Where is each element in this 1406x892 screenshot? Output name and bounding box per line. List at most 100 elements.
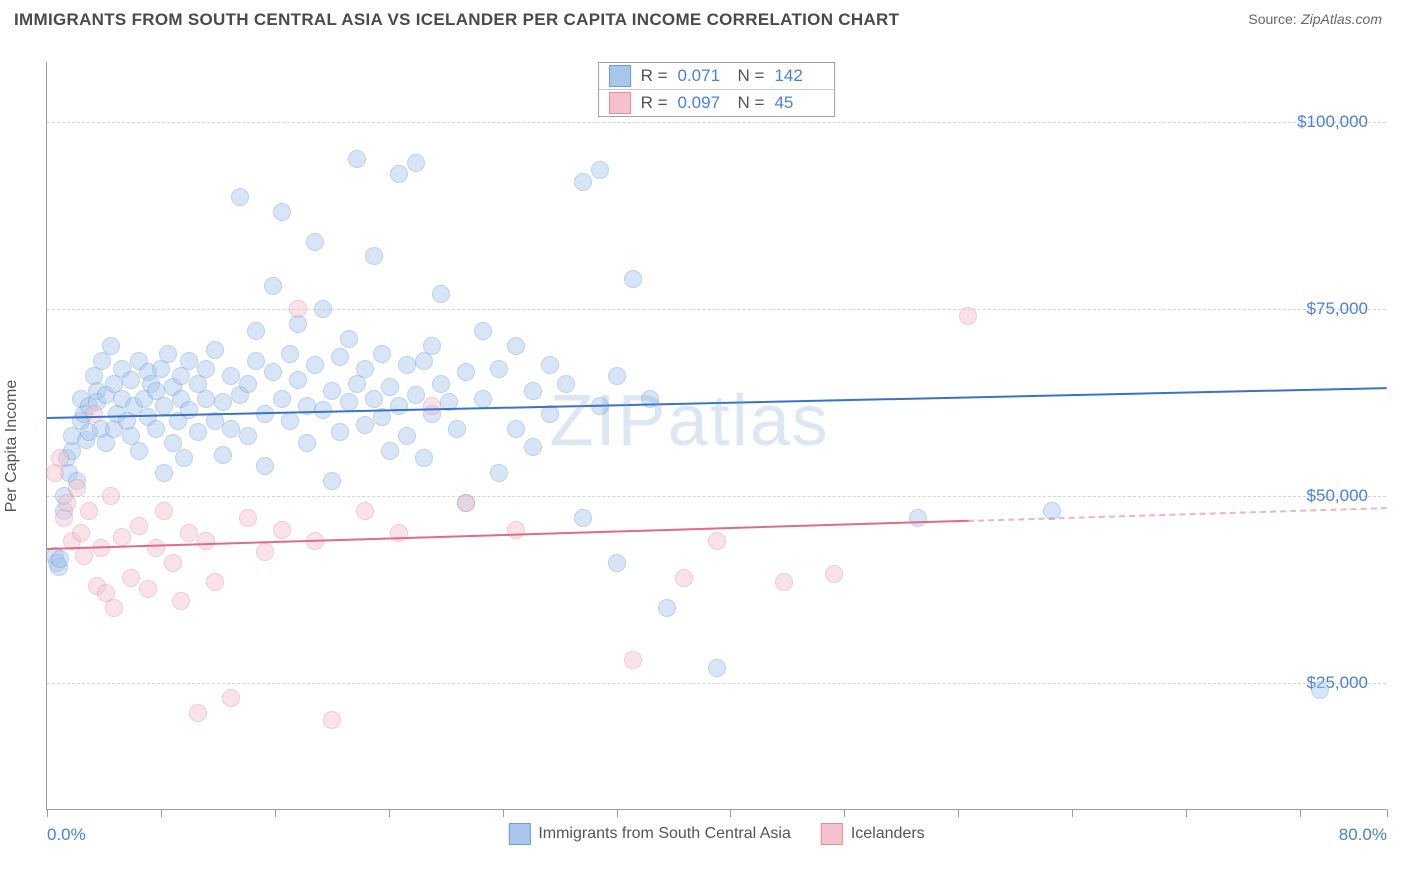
source-label: Source: [1248,11,1296,27]
data-point-s1 [273,203,291,221]
data-point-s1 [289,371,307,389]
data-point-s2 [273,521,291,539]
data-point-s2 [189,704,207,722]
legend-label-s1: Immigrants from South Central Asia [538,825,791,843]
data-point-s1 [102,337,120,355]
data-point-s1 [189,423,207,441]
data-point-s1 [175,449,193,467]
xtick-label: 80.0% [1339,825,1387,845]
data-point-s1 [365,390,383,408]
data-point-s1 [624,270,642,288]
gridline [47,496,1386,497]
data-point-s1 [474,322,492,340]
data-point-s1 [390,397,408,415]
data-point-s2 [206,573,224,591]
source-name: ZipAtlas.com [1301,11,1382,27]
ytick-label: $100,000 [1297,112,1368,132]
data-point-s2 [356,502,374,520]
data-point-s1 [398,427,416,445]
data-point-s1 [490,464,508,482]
n-value-s1: 142 [774,66,824,86]
correlation-row-s1: R = 0.071 N = 142 [599,63,835,89]
data-point-s2 [122,569,140,587]
data-point-s1 [574,173,592,191]
data-point-s1 [130,442,148,460]
data-point-s2 [323,711,341,729]
data-point-s2 [289,300,307,318]
data-point-s1 [298,434,316,452]
trend-line-dashed-s2 [968,507,1387,522]
correlation-legend: R = 0.071 N = 142 R = 0.097 N = 45 [598,62,836,117]
xtick [844,809,845,817]
data-point-s1 [432,285,450,303]
data-point-s1 [423,337,441,355]
data-point-s2 [423,397,441,415]
swatch-s2 [821,823,843,845]
data-point-s1 [231,188,249,206]
data-point-s1 [348,150,366,168]
data-point-s2 [72,524,90,542]
data-point-s1 [574,509,592,527]
data-point-s2 [390,524,408,542]
data-point-s1 [323,382,341,400]
ytick-label: $75,000 [1307,299,1368,319]
data-point-s2 [80,502,98,520]
data-point-s1 [281,412,299,430]
data-point-s1 [222,420,240,438]
data-point-s1 [708,659,726,677]
r-label: R = [641,66,668,86]
swatch-s2 [609,92,631,114]
data-point-s1 [541,356,559,374]
data-point-s2 [256,543,274,561]
data-point-s1 [373,345,391,363]
data-point-s2 [775,573,793,591]
data-point-s2 [102,487,120,505]
data-point-s1 [239,375,257,393]
data-point-s1 [1311,681,1329,699]
data-point-s1 [608,367,626,385]
data-point-s2 [105,599,123,617]
data-point-s1 [331,348,349,366]
swatch-s1 [508,823,530,845]
data-point-s1 [658,599,676,617]
xtick [47,809,48,817]
data-point-s2 [155,502,173,520]
data-point-s1 [457,363,475,381]
xtick-label: 0.0% [47,825,86,845]
data-point-s2 [197,532,215,550]
legend-item-s1: Immigrants from South Central Asia [508,823,791,845]
data-point-s1 [180,352,198,370]
data-point-s1 [206,341,224,359]
data-point-s2 [239,509,257,527]
data-point-s1 [314,300,332,318]
watermark: ZIPatlas [550,380,830,462]
data-point-s1 [381,442,399,460]
data-point-s1 [524,438,542,456]
data-point-s1 [273,390,291,408]
xtick [1300,809,1301,817]
xtick [617,809,618,817]
r-value-s1: 0.071 [678,66,728,86]
series-legend: Immigrants from South Central Asia Icela… [508,823,924,845]
data-point-s1 [356,416,374,434]
y-axis-label: Per Capita Income [3,380,21,513]
data-point-s1 [222,367,240,385]
n-label: N = [738,66,765,86]
legend-item-s2: Icelanders [821,823,925,845]
gridline [47,309,1386,310]
gridline [47,683,1386,684]
data-point-s1 [264,277,282,295]
xtick [1186,809,1187,817]
data-point-s1 [122,371,140,389]
data-point-s1 [147,420,165,438]
xtick [389,809,390,817]
data-point-s1 [247,322,265,340]
r-value-s2: 0.097 [678,93,728,113]
data-point-s1 [557,375,575,393]
data-point-s1 [432,375,450,393]
data-point-s2 [708,532,726,550]
data-point-s1 [365,247,383,265]
data-point-s2 [75,547,93,565]
data-point-s1 [507,337,525,355]
data-point-s2 [507,521,525,539]
